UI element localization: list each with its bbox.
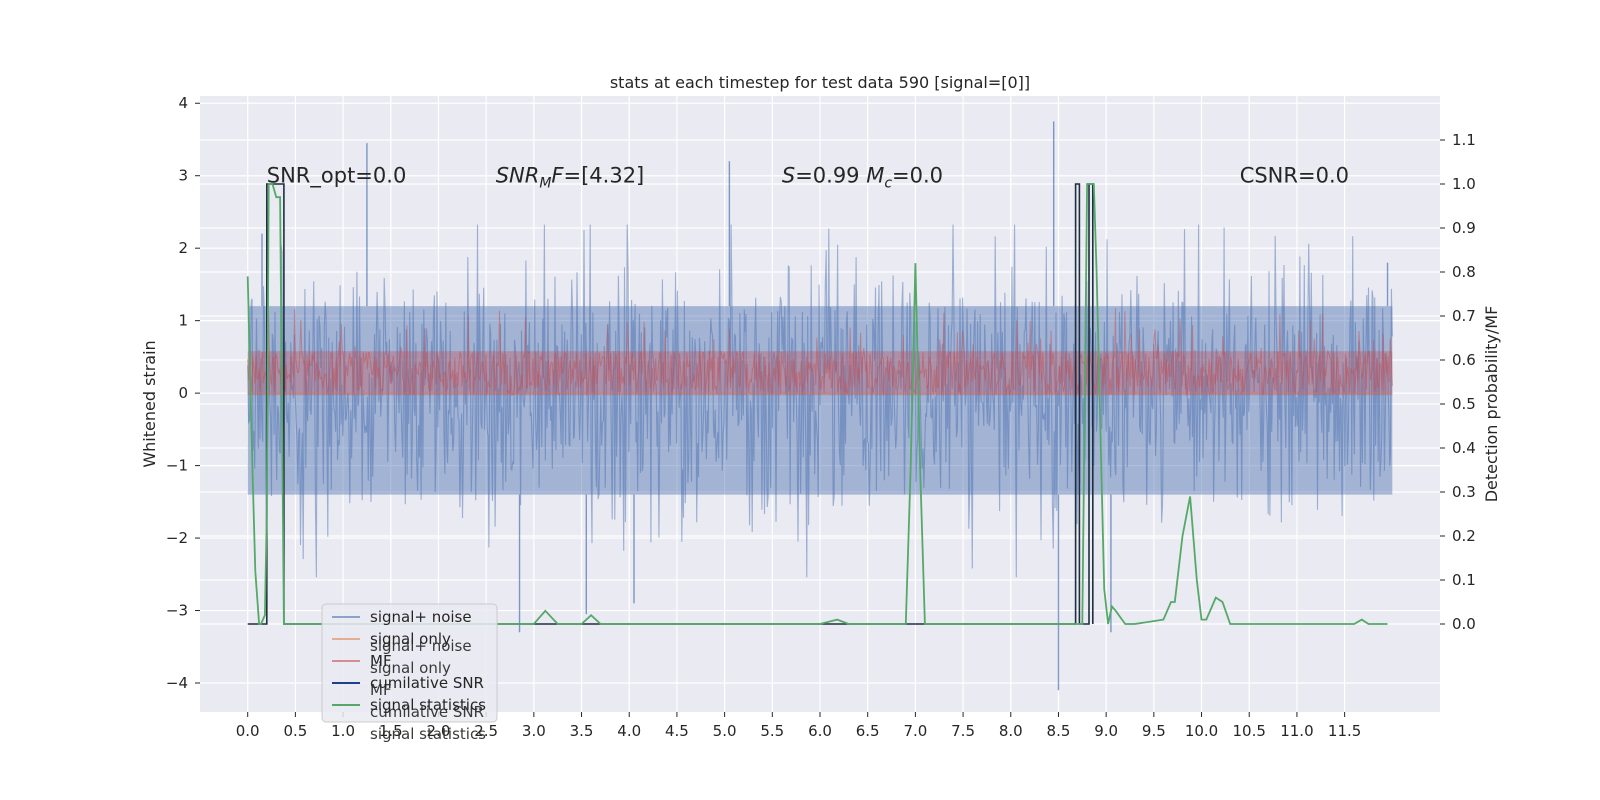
legend-box [321, 603, 498, 723]
y-tick-label-right: 0.0 [1452, 615, 1476, 633]
annotation-part: S [782, 164, 795, 188]
annotation-csnr: CSNR=0.0 [1240, 164, 1349, 188]
y-tick-label-left: 2 [178, 239, 188, 257]
x-tick-label: 8.0 [999, 722, 1023, 740]
annotation-part: c [884, 176, 892, 192]
x-tick-label: 8.5 [1047, 722, 1071, 740]
x-tick-label: 1.0 [331, 722, 355, 740]
legend-ghost-label: cumilative SNR [370, 703, 484, 721]
y-tick-label-right: 0.4 [1452, 439, 1476, 457]
legend-item-label: MF [370, 652, 392, 670]
x-tick-label: 5.5 [760, 722, 784, 740]
y-tick-label-left: −1 [166, 457, 188, 475]
x-tick-label: 11.0 [1280, 722, 1313, 740]
y-tick-label-left: 3 [178, 167, 188, 185]
annotation-part: M [539, 176, 551, 192]
annotation-part: =0.99 [795, 164, 866, 188]
annotation-part: SNR_opt=0.0 [267, 164, 407, 189]
annotation-s-mc: S=0.99 Mc=0.0 [782, 164, 943, 192]
x-tick-label: 10.5 [1233, 722, 1266, 740]
legend-item-label: cumilative SNR [370, 674, 484, 692]
annotation-part: SNR [496, 164, 540, 188]
mf-line [247, 308, 1393, 397]
x-tick-label: 3.0 [522, 722, 546, 740]
legend-item-label: signal only [370, 630, 451, 648]
legend-item-label: signal+ noise [370, 608, 472, 626]
y-axis-label-left: Whitened strain [140, 340, 159, 467]
chart-title: stats at each timestep for test data 590… [610, 73, 1030, 92]
annotation-part: =[4.32] [564, 164, 645, 188]
x-tick-label: 6.0 [808, 722, 832, 740]
y-tick-label-right: 0.3 [1452, 483, 1476, 501]
y-tick-label-left: 1 [178, 312, 188, 330]
y-tick-label-left: 4 [178, 94, 188, 112]
statistics-series [246, 183, 1388, 625]
x-tick-label: 10.0 [1185, 722, 1218, 740]
x-tick-label: 1.5 [379, 722, 403, 740]
legend-ghost-label: MF [370, 681, 392, 699]
x-tick-label: 6.5 [856, 722, 880, 740]
axis-ticks: 0.0 0.5 1.0 1.5 2.0 2.5 3.0 3.5 4.0 4.5 5.0 5.5 6.0 6… [166, 94, 1476, 740]
x-tick-label: 5.0 [713, 722, 737, 740]
y-tick-label-right: 0.2 [1452, 527, 1476, 545]
y-tick-label-left: −4 [166, 674, 188, 692]
annotation-part: M [866, 164, 884, 188]
y-tick-label-right: 1.1 [1452, 131, 1476, 149]
x-tick-label: 7.5 [951, 722, 975, 740]
x-tick-label: 2.5 [474, 722, 498, 740]
y-tick-label-right: 0.7 [1452, 307, 1476, 325]
x-tick-label: 11.5 [1328, 722, 1361, 740]
y-tick-label-right: 0.8 [1452, 263, 1476, 281]
y-tick-label-left: −2 [166, 529, 188, 547]
y-axis-label-right: Detection probability/MF [1482, 306, 1501, 503]
x-tick-label: 9.0 [1094, 722, 1118, 740]
legend-ghost-label: signal only [370, 659, 451, 677]
y-tick-label-right: 0.9 [1452, 219, 1476, 237]
y-tick-label-right: 0.5 [1452, 395, 1476, 413]
legend-ghost-label: signal+ noise [370, 637, 472, 655]
x-tick-label: 0.0 [236, 722, 260, 740]
annotations: SNR_opt=0.0 SNRMF=[4.32] S=0.99 Mc=0.0 CSNR… [267, 164, 1349, 192]
x-tick-label: 4.5 [665, 722, 689, 740]
signal-noise-core [247, 306, 1393, 495]
x-tick-label: 2.0 [427, 722, 451, 740]
annotation-snr-opt: SNR_opt=0.0 [267, 164, 407, 189]
signal-statistics-line [246, 183, 1388, 625]
x-tick-label: 4.0 [617, 722, 641, 740]
mf-series [247, 308, 1393, 397]
signal-noise-series [247, 121, 1393, 691]
y-tick-label-right: 0.6 [1452, 351, 1476, 369]
annotation-part: CSNR=0.0 [1240, 164, 1349, 188]
annotation-part: =0.0 [892, 164, 943, 188]
x-tick-label: 3.5 [570, 722, 594, 740]
x-tick-label: 9.5 [1142, 722, 1166, 740]
x-tick-label: 7.0 [903, 722, 927, 740]
y-tick-label-left: 0 [178, 384, 188, 402]
annotation-part: F [551, 164, 564, 188]
y-tick-label-right: 0.1 [1452, 571, 1476, 589]
y-tick-label-left: −3 [166, 602, 188, 620]
y-tick-label-right: 1.0 [1452, 175, 1476, 193]
annotation-snr-mf: SNRMF=[4.32] [496, 164, 645, 192]
legend-item-label: signal statistics [370, 696, 486, 714]
x-tick-label: 0.5 [283, 722, 307, 740]
legend-ghost-label: signal statistics [370, 725, 486, 743]
